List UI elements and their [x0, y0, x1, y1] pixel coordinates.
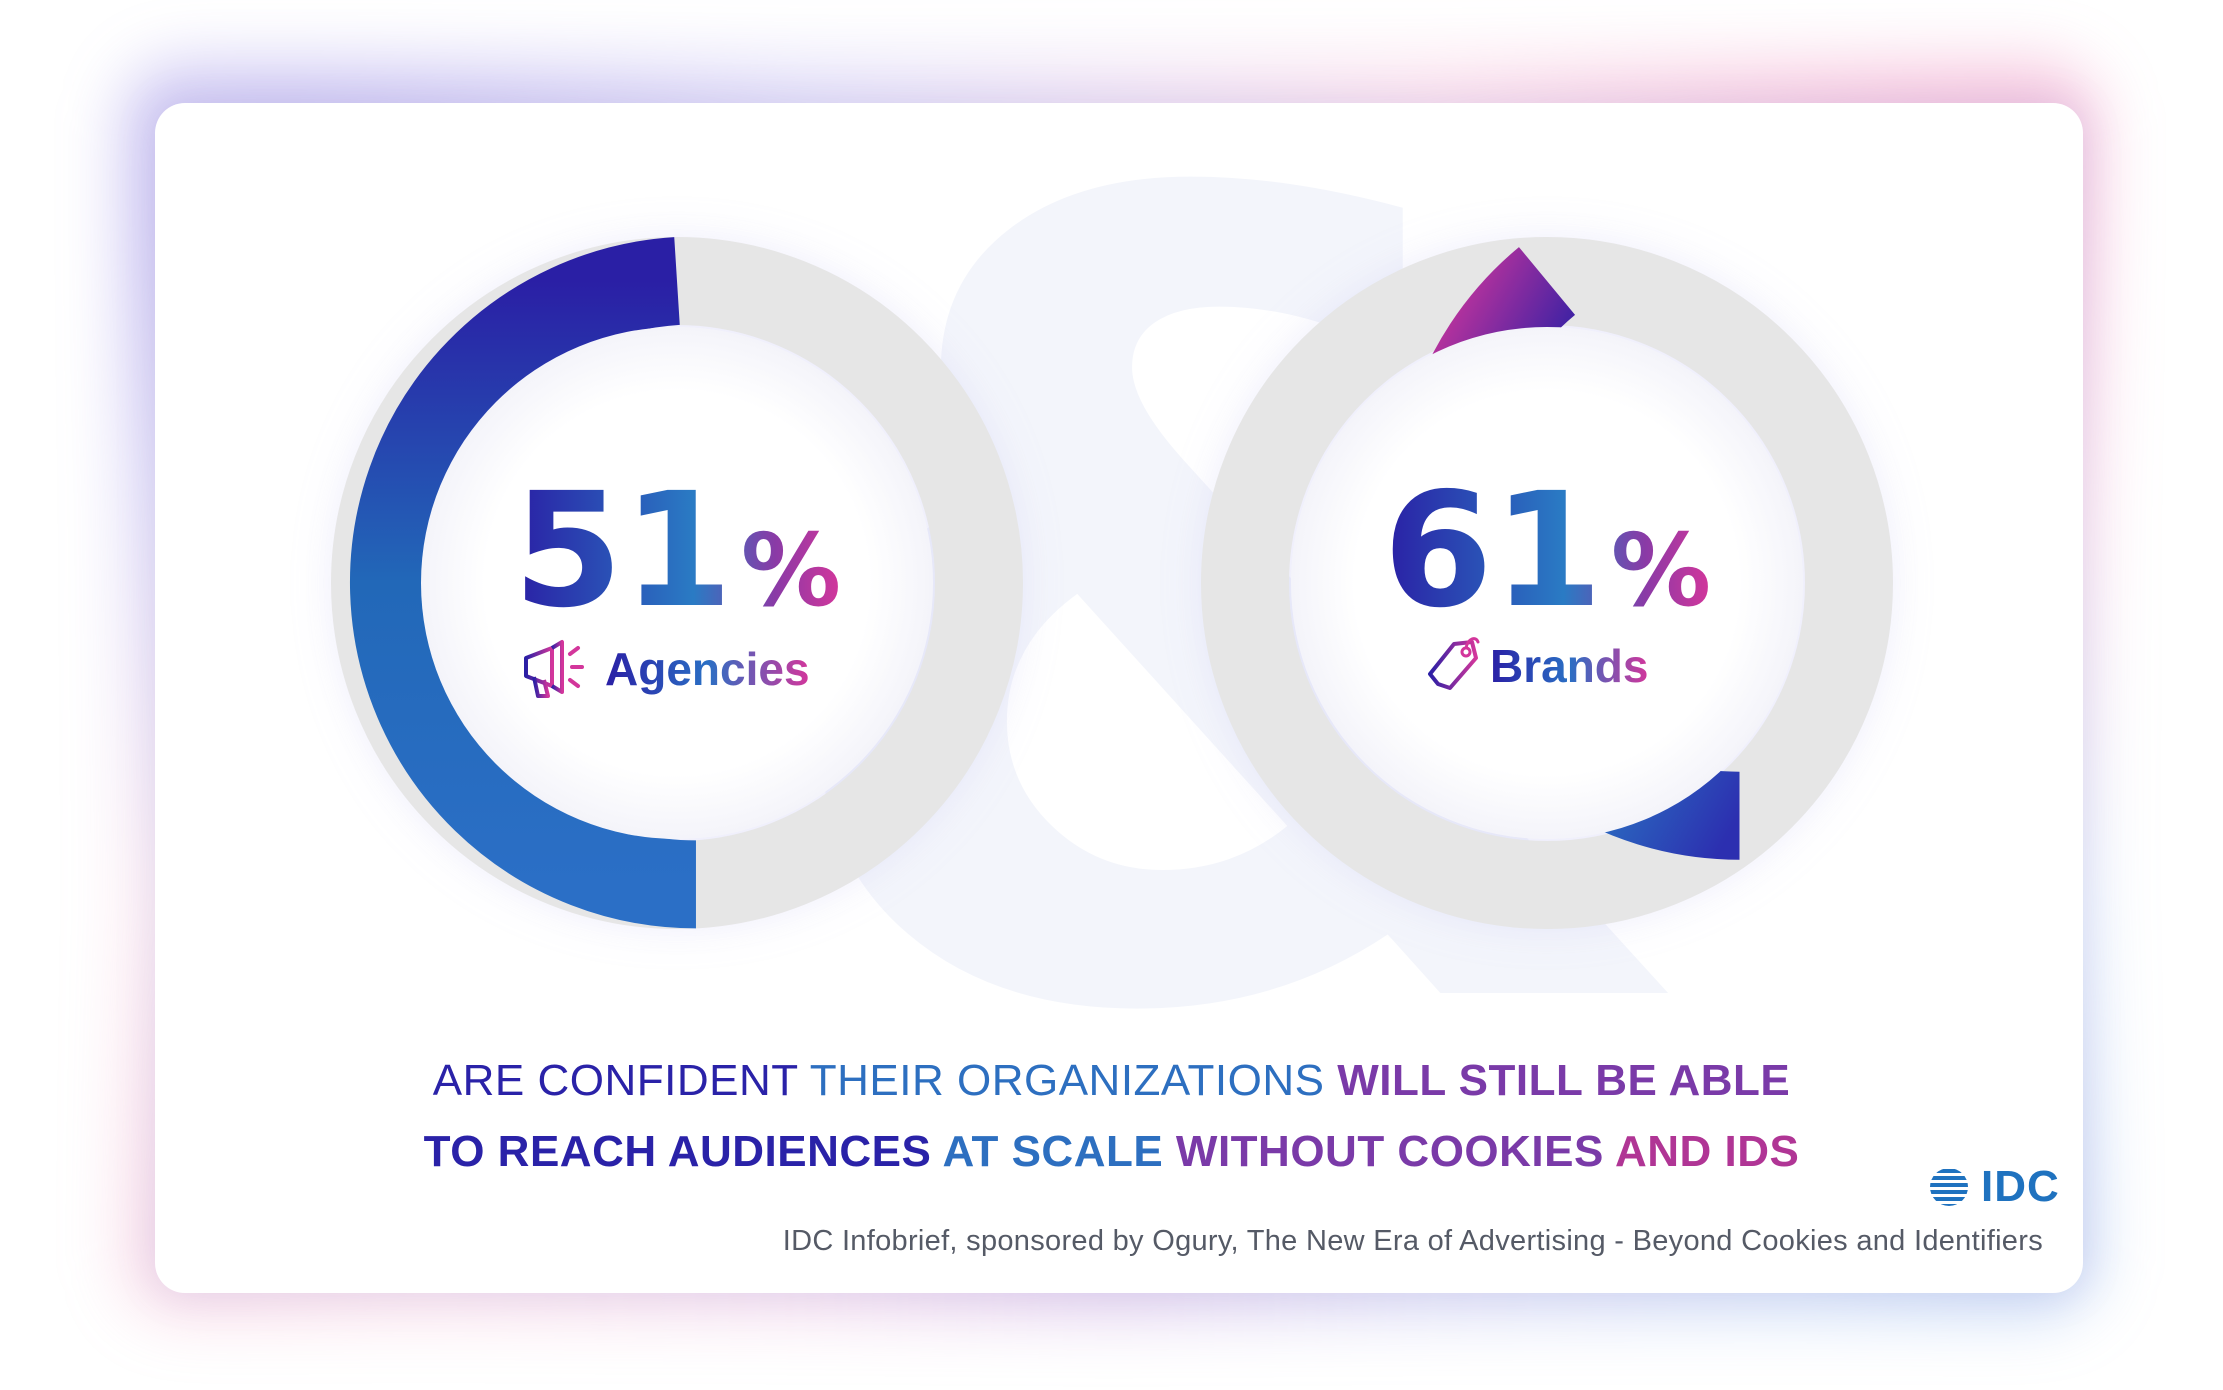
category-label: Agencies	[605, 643, 810, 695]
percent-label: 51%	[513, 459, 841, 643]
source-citation: IDC Infobrief, sponsored by Ogury, The N…	[782, 1225, 2043, 1257]
caption-line-2: TO REACH AUDIENCES AT SCALE WITHOUT COOK…	[0, 1116, 2223, 1187]
caption-segment: WITHOUT COOKIES	[1175, 1127, 1615, 1176]
caption-segment: THEIR	[809, 1056, 957, 1105]
percent-label: 61%	[1383, 459, 1711, 643]
donut-brands: 61% Brands	[1201, 237, 1893, 929]
caption-segment: ORGANIZATIONS	[956, 1056, 1338, 1105]
idc-globe-icon	[1930, 1169, 1968, 1206]
idc-logo: IDC	[1925, 1165, 2060, 1209]
caption: ARE CONFIDENT THEIR ORGANIZATIONS WILL S…	[0, 1045, 2223, 1187]
caption-line-1: ARE CONFIDENT THEIR ORGANIZATIONS WILL S…	[0, 1045, 2223, 1116]
donut-value-arc	[349, 237, 697, 929]
donut-agencies: 51% Agencies	[331, 237, 1023, 929]
percent-number: 51	[513, 459, 733, 643]
caption-segment: TO REACH AUDIENCES	[423, 1127, 943, 1176]
percent-sign: %	[741, 512, 841, 629]
megaphone-icon	[524, 640, 584, 698]
idc-logo-text: IDC	[1981, 1162, 2060, 1211]
donut-center	[421, 327, 933, 839]
price-tag-icon	[1428, 637, 1480, 690]
category-label: Brands	[1490, 640, 1648, 692]
donut-center	[1291, 327, 1803, 839]
caption-segment: AND IDS	[1614, 1127, 1800, 1176]
percent-sign: %	[1611, 512, 1711, 629]
caption-segment: WILL STILL BE ABLE	[1337, 1056, 1791, 1105]
caption-segment: ARE CONFIDENT	[432, 1056, 810, 1105]
percent-number: 61	[1383, 459, 1603, 643]
caption-segment: AT SCALE	[942, 1127, 1176, 1176]
